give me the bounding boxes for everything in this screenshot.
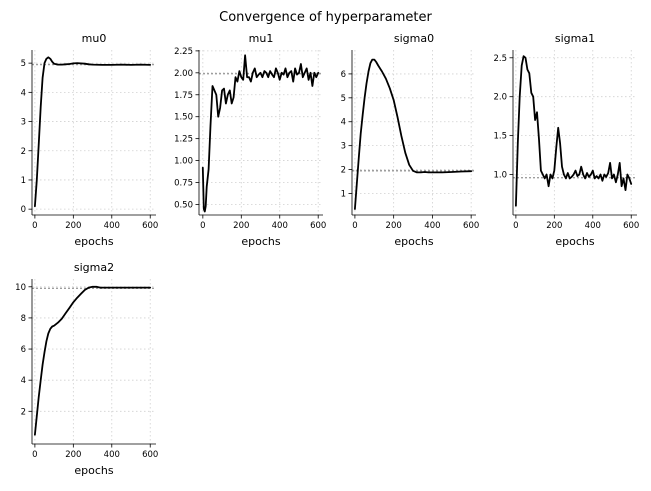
y-tick-label: 0: [21, 205, 26, 215]
y-tick-label: 2: [341, 166, 346, 176]
x-tick-label: 600: [310, 221, 326, 231]
y-tick-label: 5: [21, 59, 26, 69]
y-tick-label: 8: [21, 314, 26, 324]
y-tick-label: 5: [341, 94, 346, 104]
series-line-sigma2: [34, 285, 152, 436]
x-tick-label: 400: [272, 221, 288, 231]
subplot-mu0: 0 200 400 600 0 1 2 3 4 5 mu0 epochs: [21, 32, 159, 248]
x-tick-label: 200: [386, 221, 402, 231]
x-tick-label: 200: [65, 450, 81, 460]
x-tick-label: 0: [32, 221, 37, 231]
y-tick-label: 1.00: [174, 157, 193, 167]
series-line-mu0: [34, 56, 152, 208]
y-tick-label: 1.50: [174, 113, 193, 123]
subplot-title: sigma0: [394, 32, 434, 45]
subplot-title: mu0: [82, 32, 107, 45]
y-tick-label: 4: [341, 118, 346, 128]
y-tick-label: 0.50: [174, 200, 193, 210]
x-tick-label: 400: [104, 221, 120, 231]
x-tick-label: 600: [463, 221, 479, 231]
subplot-title: sigma1: [555, 32, 595, 45]
y-tick-label: 3: [21, 118, 26, 128]
y-tick-label: 1.0: [493, 171, 507, 181]
x-axis-label: epochs: [555, 235, 594, 248]
x-tick-label: 200: [65, 221, 81, 231]
y-tick-label: 2.5: [493, 54, 507, 64]
x-axis-label: epochs: [74, 464, 113, 477]
y-tick-label: 6: [341, 70, 346, 80]
subplot-sigma0: 0 200 400 600 1 2 3 4 5 6 sigma0 epochs: [341, 32, 480, 248]
y-tick-label: 1.75: [174, 91, 193, 101]
y-tick-label: 1.25: [174, 135, 193, 145]
x-tick-label: 200: [233, 221, 249, 231]
x-axis-label: epochs: [394, 235, 433, 248]
x-tick-label: 400: [104, 450, 120, 460]
figure-title: Convergence of hyperparameter: [219, 10, 432, 25]
y-tick-label: 2: [21, 407, 26, 417]
x-tick-label: 400: [585, 221, 601, 231]
x-tick-label: 0: [352, 221, 357, 231]
x-axis-label: epochs: [241, 235, 280, 248]
subplot-title: mu1: [249, 32, 274, 45]
subplot-sigma1: 0 200 400 600 1.0 1.5 2.0 2.5 sigma1 epochs: [493, 32, 639, 248]
x-tick-label: 0: [200, 221, 205, 231]
y-tick-label: 2.25: [174, 47, 193, 57]
y-tick-label: 3: [341, 142, 346, 152]
y-tick-label: 1.5: [493, 132, 507, 142]
y-tick-label: 2.00: [174, 69, 193, 79]
x-tick-label: 600: [623, 221, 639, 231]
y-tick-label: 6: [21, 345, 26, 355]
x-axis-label: epochs: [74, 235, 113, 248]
x-tick-label: 600: [142, 221, 158, 231]
y-tick-label: 4: [21, 376, 26, 386]
subplot-mu1: 0 200 400 600 0.50 0.75 1.00 1.25 1.50 1.75 2.00 2.…: [174, 32, 326, 248]
subplot-title: sigma2: [74, 261, 114, 274]
x-tick-label: 200: [546, 221, 562, 231]
x-tick-label: 400: [424, 221, 440, 231]
y-tick-label: 1: [341, 189, 346, 199]
y-tick-label: 0.75: [174, 179, 193, 189]
y-tick-label: 10: [15, 283, 26, 293]
y-tick-label: 2.0: [493, 93, 507, 103]
y-tick-label: 1: [21, 176, 26, 186]
series-line-mu1: [201, 54, 320, 213]
y-tick-label: 4: [21, 88, 26, 98]
series-line-sigma0: [353, 58, 473, 210]
x-tick-label: 0: [513, 221, 518, 231]
x-tick-label: 600: [142, 450, 158, 460]
series-line-sigma1: [515, 55, 633, 207]
y-tick-label: 2: [21, 147, 26, 157]
subplot-sigma2: 0 200 400 600 2 4 6 8 10 sigma2 epochs: [15, 261, 158, 477]
x-tick-label: 0: [32, 450, 37, 460]
